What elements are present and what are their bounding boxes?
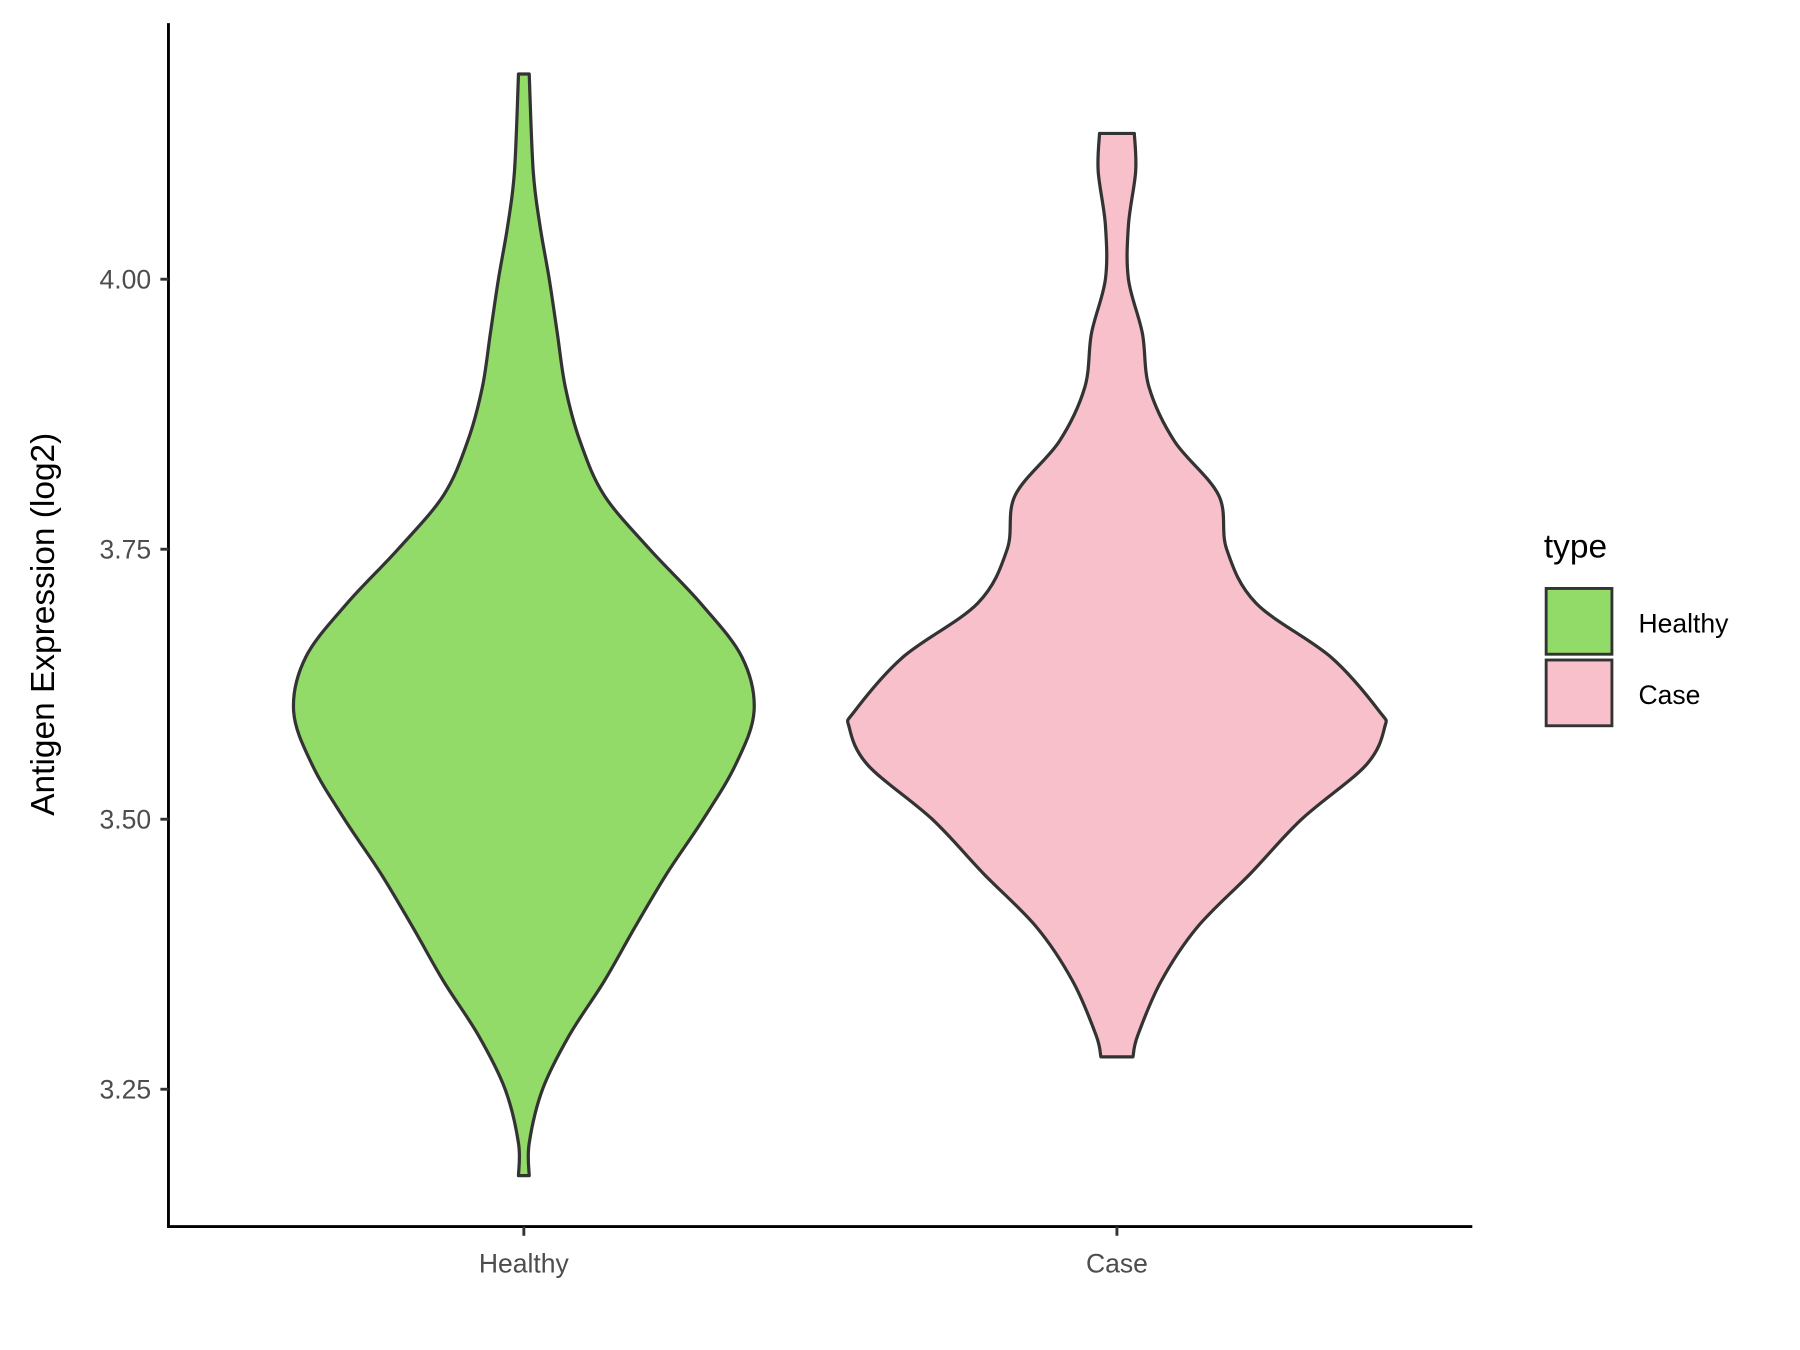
- x-tick-label: Healthy: [479, 1249, 570, 1279]
- legend-key-case: [1544, 658, 1614, 728]
- y-tick-label: 3.75: [100, 534, 152, 564]
- legend-label-case: Case: [1638, 680, 1700, 710]
- y-ticks: 3.25 3.50 3.75 4.00: [100, 264, 169, 1104]
- legend-title: type: [1544, 528, 1607, 565]
- violin-healthy: [291, 72, 756, 1178]
- x-ticks: Healthy Case: [479, 1226, 1148, 1279]
- legend-key-healthy: [1544, 587, 1614, 656]
- y-tick-label: 4.00: [100, 264, 152, 294]
- legend: type Healthy Case: [1544, 528, 1729, 728]
- legend-label-healthy: Healthy: [1638, 608, 1729, 638]
- y-tick-label: 3.50: [100, 804, 152, 834]
- violins: [291, 72, 1388, 1178]
- violin-case: [845, 131, 1388, 1059]
- x-tick-label: Case: [1086, 1249, 1148, 1279]
- y-tick-label: 3.25: [100, 1074, 152, 1104]
- y-axis-title: Antigen Expression (log2): [25, 433, 62, 816]
